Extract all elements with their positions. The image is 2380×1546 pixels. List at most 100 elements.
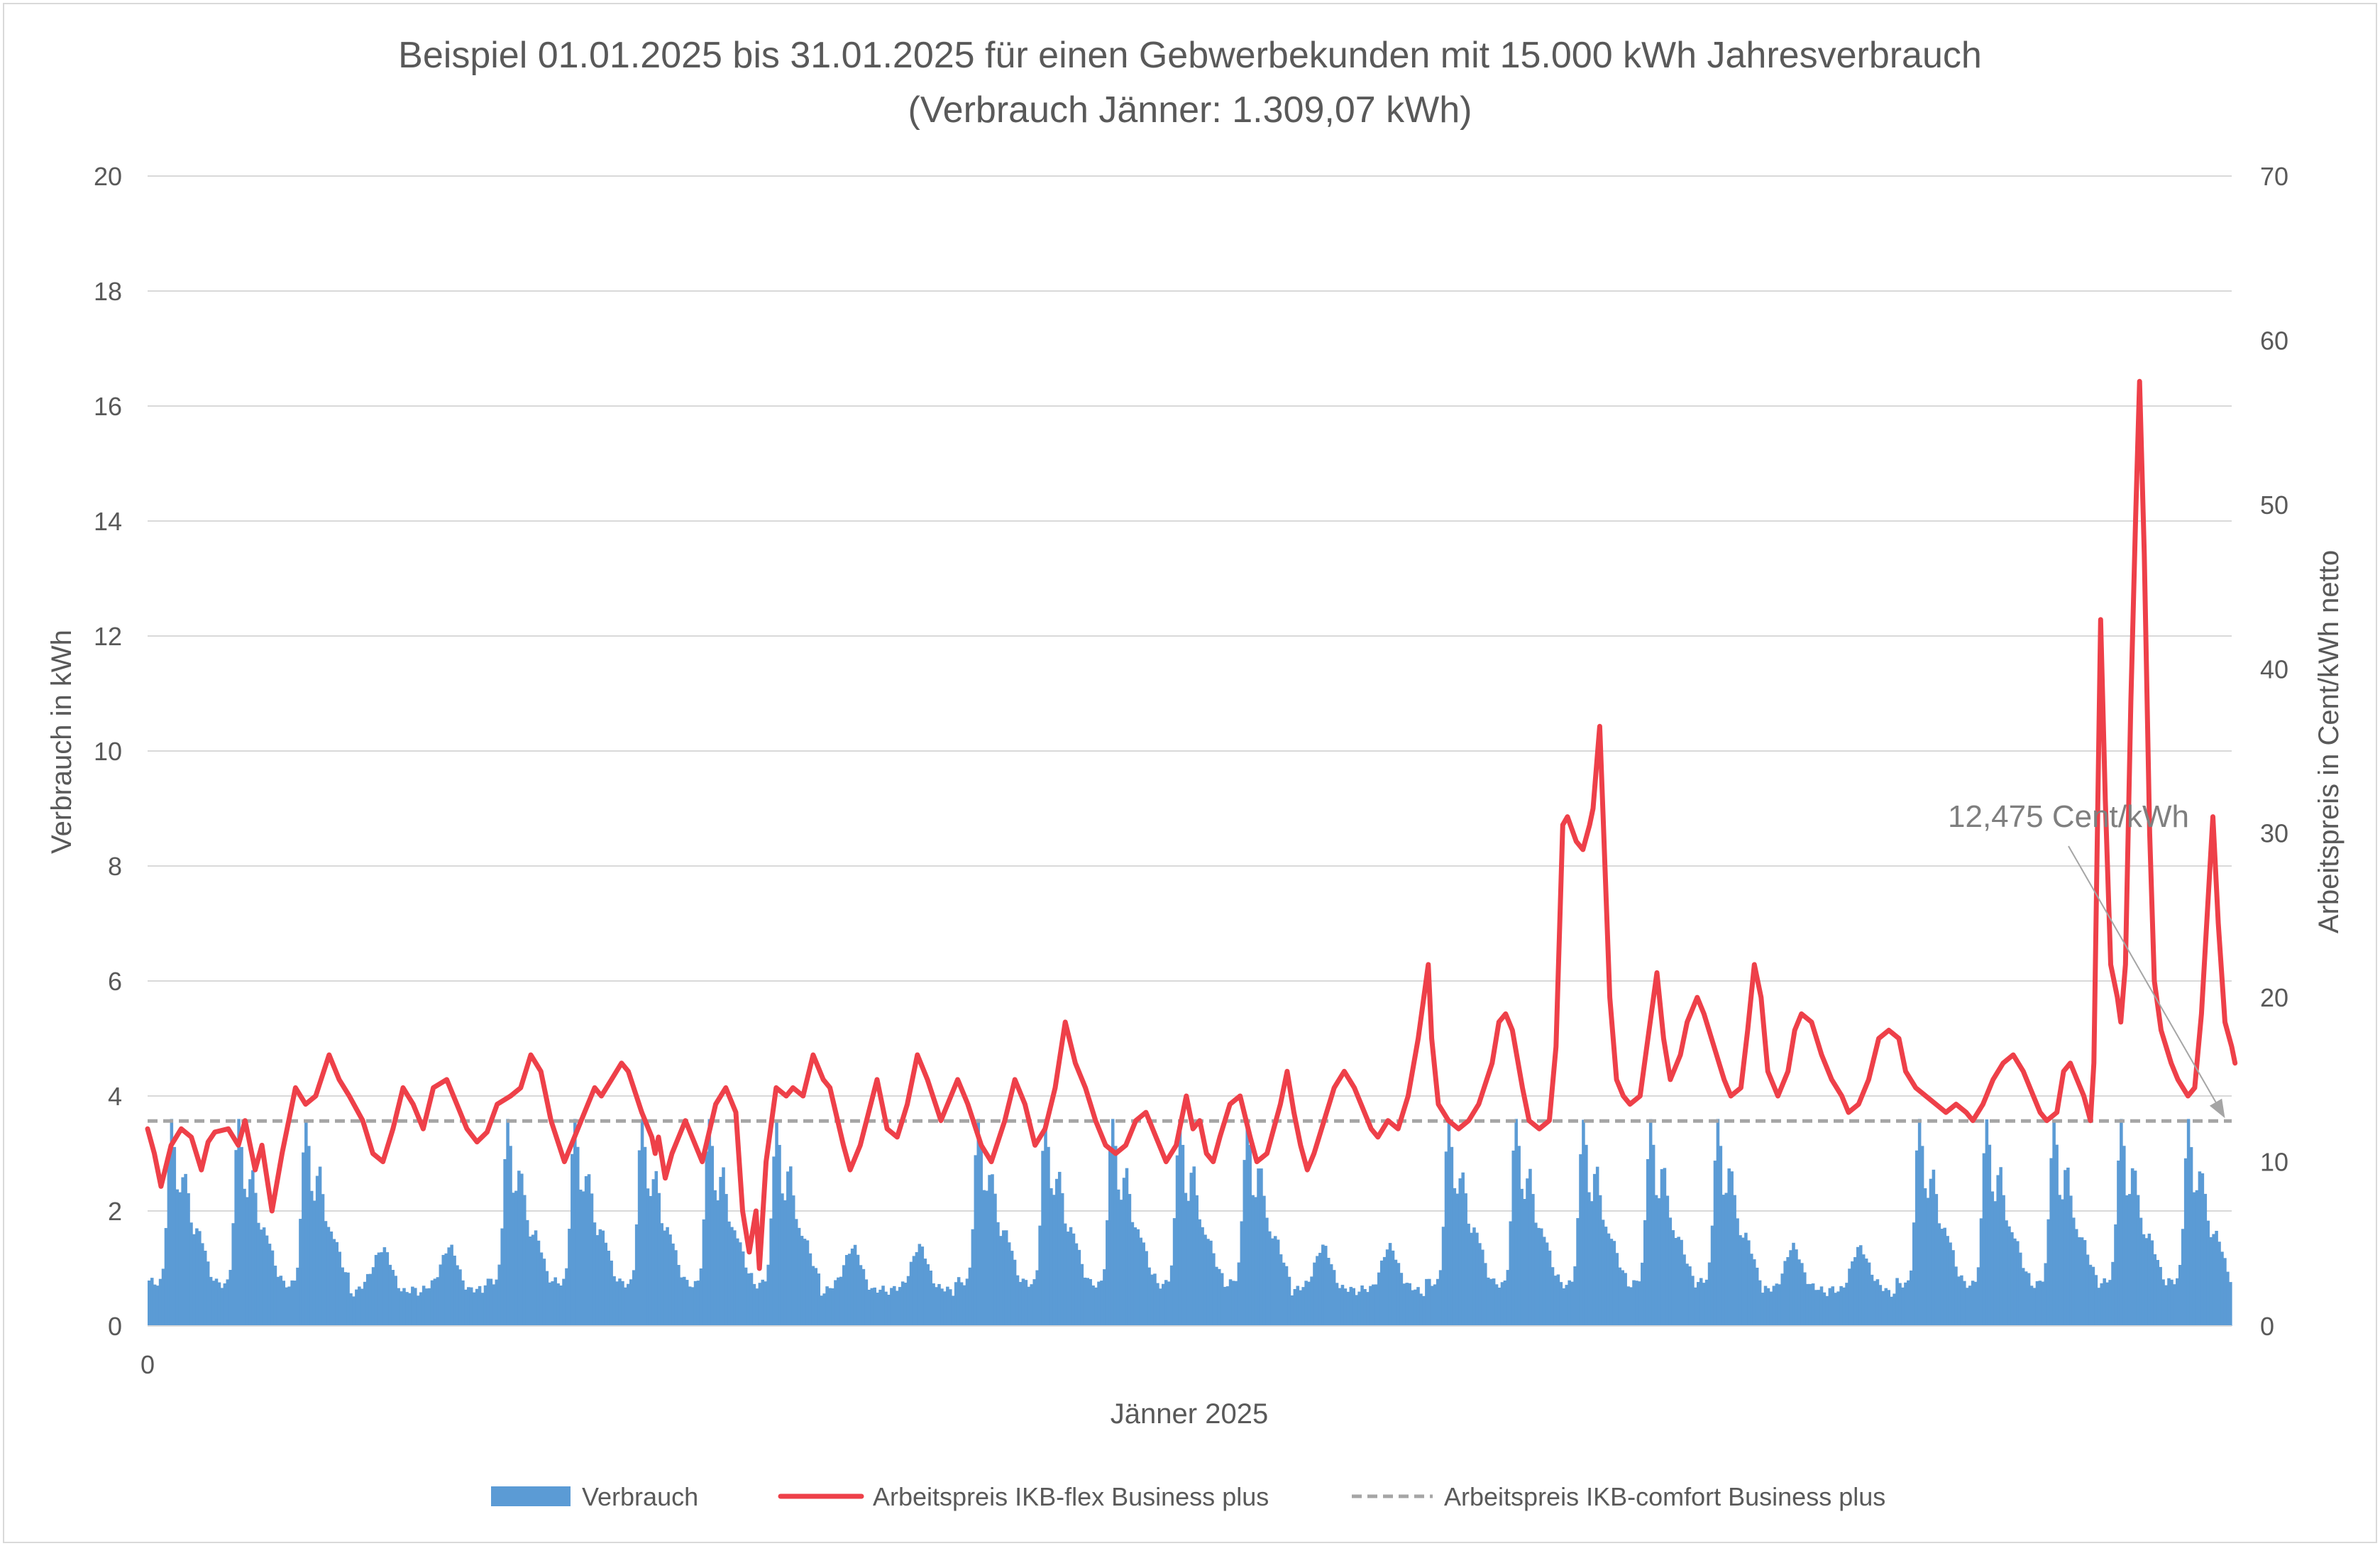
consumption-bar bbox=[584, 1175, 588, 1326]
consumption-bar bbox=[710, 1146, 715, 1326]
consumption-bar bbox=[444, 1253, 448, 1326]
consumption-bar bbox=[1346, 1291, 1350, 1326]
consumption-bar bbox=[900, 1281, 905, 1326]
left-axis-label: Verbrauch in kWh bbox=[46, 630, 77, 854]
consumption-bar bbox=[290, 1280, 294, 1326]
consumption-bar bbox=[1755, 1267, 1759, 1326]
consumption-bar bbox=[1517, 1146, 1521, 1326]
consumption-bar bbox=[1186, 1200, 1191, 1326]
consumption-bar bbox=[1858, 1245, 1863, 1326]
consumption-bar bbox=[1340, 1285, 1345, 1326]
consumption-bar bbox=[722, 1167, 725, 1326]
consumption-bar bbox=[514, 1190, 518, 1326]
consumption-bar bbox=[1929, 1178, 1933, 1326]
consumption-bar bbox=[2103, 1278, 2106, 1326]
left-tick-label: 10 bbox=[94, 737, 122, 766]
consumption-bar bbox=[1405, 1283, 1409, 1326]
consumption-bar bbox=[1097, 1281, 1101, 1326]
consumption-bar bbox=[1828, 1288, 1832, 1326]
consumption-bar bbox=[1985, 1119, 1989, 1326]
consumption-bar bbox=[1223, 1286, 1227, 1326]
consumption-bar bbox=[1537, 1227, 1541, 1326]
consumption-bar bbox=[634, 1224, 639, 1326]
consumption-bar bbox=[1769, 1291, 1773, 1326]
consumption-bar bbox=[629, 1279, 633, 1326]
consumption-bar bbox=[2209, 1237, 2213, 1326]
consumption-bar bbox=[1856, 1246, 1860, 1326]
consumption-bar bbox=[1607, 1233, 1611, 1326]
consumption-bar bbox=[2189, 1147, 2193, 1326]
consumption-bar bbox=[1520, 1188, 1524, 1326]
consumption-bar bbox=[1724, 1193, 1729, 1326]
legend-label-flex-price: Arbeitspreis IKB-flex Business plus bbox=[873, 1482, 1269, 1511]
consumption-bar bbox=[400, 1291, 403, 1326]
consumption-bar bbox=[741, 1251, 745, 1326]
consumption-bar bbox=[1789, 1250, 1792, 1326]
consumption-bar bbox=[909, 1261, 913, 1326]
consumption-bar bbox=[968, 1267, 972, 1326]
consumption-bar bbox=[2170, 1279, 2174, 1326]
consumption-bar bbox=[282, 1281, 286, 1326]
consumption-bar bbox=[1680, 1239, 1683, 1326]
consumption-bar bbox=[850, 1248, 854, 1326]
consumption-bar bbox=[1136, 1229, 1140, 1326]
left-tick-label: 12 bbox=[94, 622, 122, 651]
consumption-bar bbox=[2044, 1263, 2048, 1326]
consumption-bar bbox=[1257, 1168, 1260, 1326]
consumption-bar bbox=[1450, 1146, 1454, 1326]
consumption-bar bbox=[217, 1282, 221, 1326]
consumption-bar bbox=[228, 1270, 233, 1326]
consumption-bar bbox=[873, 1287, 876, 1326]
consumption-bar bbox=[834, 1280, 837, 1326]
consumption-bar bbox=[304, 1119, 308, 1326]
consumption-bar bbox=[1713, 1161, 1717, 1326]
consumption-bar bbox=[2178, 1264, 2182, 1326]
consumption-bar bbox=[1360, 1285, 1364, 1326]
consumption-bar bbox=[181, 1177, 184, 1326]
consumption-bar bbox=[1411, 1290, 1414, 1326]
left-tick-label: 0 bbox=[108, 1312, 122, 1341]
consumption-bar bbox=[231, 1223, 235, 1326]
consumption-bar bbox=[2041, 1281, 2045, 1326]
consumption-bar bbox=[842, 1265, 846, 1326]
consumption-bar bbox=[693, 1281, 698, 1326]
consumption-bar bbox=[483, 1285, 487, 1326]
consumption-bar bbox=[859, 1265, 863, 1326]
consumption-bar bbox=[2108, 1280, 2112, 1326]
consumption-bar bbox=[573, 1119, 577, 1326]
consumption-bar bbox=[1013, 1259, 1017, 1326]
chart-title: Beispiel 01.01.2025 bis 31.01.2025 für e… bbox=[398, 35, 1982, 76]
consumption-bar bbox=[1907, 1280, 1910, 1326]
consumption-bar bbox=[1268, 1231, 1272, 1326]
consumption-bar bbox=[458, 1269, 462, 1326]
consumption-bar bbox=[1641, 1262, 1644, 1326]
consumption-bar bbox=[1663, 1168, 1667, 1326]
consumption-bar bbox=[601, 1230, 605, 1326]
consumption-bar bbox=[539, 1252, 544, 1326]
consumption-bar bbox=[2220, 1251, 2224, 1326]
consumption-bar bbox=[822, 1293, 826, 1326]
consumption-bar bbox=[391, 1270, 395, 1326]
consumption-bar bbox=[951, 1295, 955, 1326]
consumption-bar bbox=[1355, 1295, 1358, 1326]
consumption-bar bbox=[1707, 1262, 1712, 1326]
consumption-bar bbox=[769, 1218, 773, 1326]
consumption-bar bbox=[1385, 1249, 1389, 1326]
consumption-bar bbox=[1100, 1281, 1103, 1326]
consumption-bar bbox=[1313, 1262, 1316, 1326]
consumption-bar bbox=[1464, 1193, 1467, 1326]
consumption-bar bbox=[520, 1173, 524, 1326]
consumption-bar bbox=[1999, 1167, 2002, 1326]
consumption-bar bbox=[315, 1175, 319, 1326]
consumption-bar bbox=[1744, 1232, 1748, 1326]
consumption-bar bbox=[805, 1240, 810, 1326]
consumption-bar bbox=[1780, 1273, 1784, 1326]
consumption-bar bbox=[1080, 1263, 1084, 1326]
consumption-bar bbox=[861, 1268, 866, 1326]
consumption-bar bbox=[1971, 1281, 1975, 1326]
consumption-bar bbox=[705, 1151, 709, 1326]
consumption-bar bbox=[817, 1273, 821, 1326]
consumption-bar bbox=[1489, 1278, 1493, 1326]
consumption-bar bbox=[2069, 1195, 2073, 1326]
left-tick-label: 18 bbox=[94, 277, 122, 306]
